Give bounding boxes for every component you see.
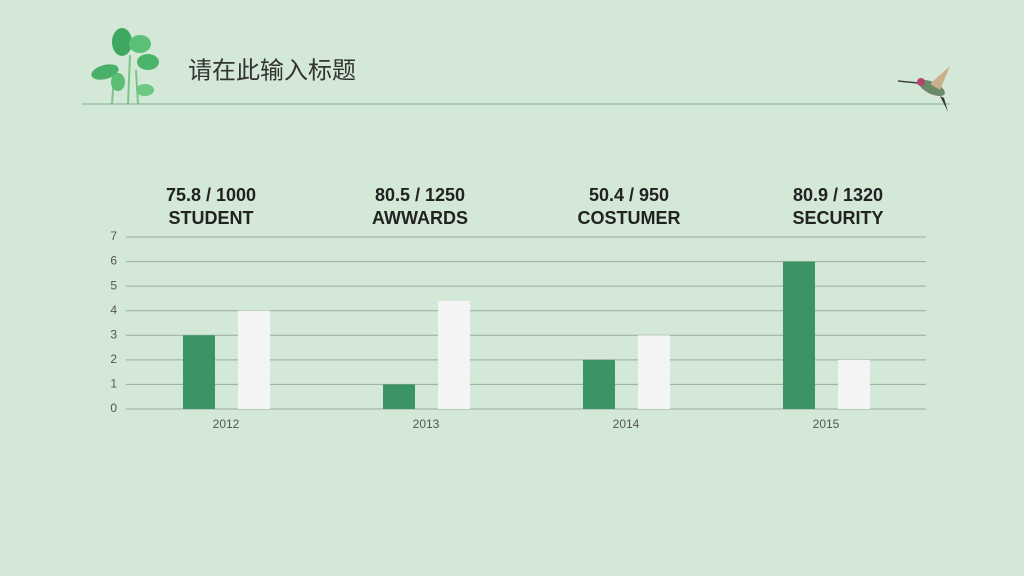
slide-title: 请在此输入标题 [188,57,356,84]
y-tick-label: 0 [110,401,117,415]
y-tick-label: 2 [110,352,117,366]
stat-value: 75.8 / 1000 [166,185,256,205]
x-tick-label: 2014 [613,417,640,431]
y-tick-label: 6 [110,254,117,268]
stat-label: COSTUMER [578,208,681,228]
bar [383,384,415,409]
y-tick-label: 7 [110,229,117,243]
x-tick-label: 2015 [813,417,840,431]
stat-label: SECURITY [792,208,883,228]
bar [238,310,270,409]
bar [583,359,615,409]
x-tick-label: 2013 [413,417,440,431]
stat-label: AWWARDS [372,208,468,228]
y-tick-label: 4 [110,303,117,317]
bar [183,335,215,409]
stat-value: 50.4 / 950 [589,185,669,205]
stat-value: 80.9 / 1320 [793,185,883,205]
chart: 0 1 2 3 4 5 6 7 2012 2013 2014 2015 75.8 / 1000 STUDE… [110,185,926,431]
bar [783,261,815,409]
x-tick-label: 2012 [213,417,240,431]
bar [638,335,670,409]
y-tick-label: 5 [110,278,117,292]
stat-label: STUDENT [169,208,254,228]
y-tick-label: 1 [110,377,117,391]
hummingbird-icon [897,66,950,112]
stat-value: 80.5 / 1250 [375,185,465,205]
bar [438,300,470,409]
bar [838,359,870,409]
plant-icon [91,28,159,105]
y-tick-label: 3 [110,327,117,341]
